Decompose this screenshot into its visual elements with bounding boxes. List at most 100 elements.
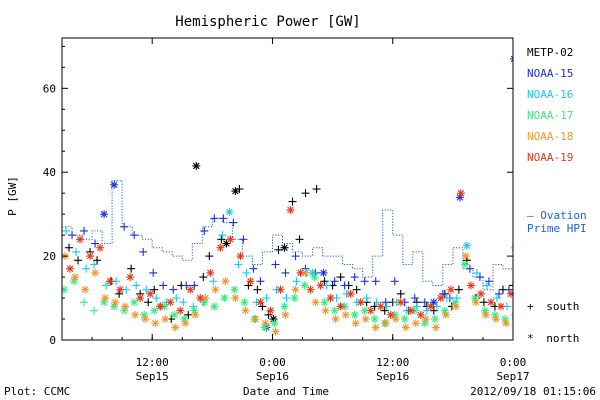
- south-marker: [72, 247, 81, 256]
- ovation-legend-line2: Prime HPI: [527, 222, 587, 235]
- south-marker: [90, 260, 99, 269]
- north-marker: [186, 285, 195, 294]
- north-marker: [196, 294, 205, 303]
- south-marker: [169, 285, 178, 294]
- series-metp-02: [65, 161, 513, 324]
- north-marker: [240, 298, 249, 307]
- north-marker: [71, 273, 80, 282]
- y-tick-label: 20: [43, 250, 56, 263]
- north-marker: [331, 315, 340, 324]
- south-marker: [209, 277, 218, 286]
- north-marker: [276, 285, 285, 294]
- north-marker: [346, 289, 355, 298]
- legend-entry-noaa-18: NOAA-18: [527, 130, 573, 143]
- north-marker: [206, 268, 215, 277]
- north-marker: [511, 311, 513, 319]
- south-marker: [320, 277, 329, 286]
- south-marker: [199, 273, 208, 282]
- south-marker: [142, 285, 151, 294]
- north-marker: [356, 298, 365, 307]
- north-marker: [81, 285, 90, 294]
- north-marker: [66, 264, 75, 273]
- north-marker: [496, 302, 505, 311]
- south-marker: [184, 310, 193, 319]
- y-axis: 0 20 40 60: [43, 45, 513, 347]
- north-marker: [462, 241, 471, 250]
- south-marker: [292, 277, 301, 286]
- south-marker: [281, 268, 290, 277]
- north-marker: [191, 310, 200, 319]
- x-axis: 12:00Sep150:00Sep1612:00Sep160:00Sep1712…: [61, 38, 530, 383]
- legend-entry-noaa-17: NOAA-17: [527, 109, 573, 122]
- south-marker: [396, 289, 405, 298]
- north-marker: [300, 281, 309, 290]
- south-marker: [420, 298, 429, 307]
- south-marker: [475, 273, 484, 282]
- south-marker: [152, 294, 161, 303]
- south-marker: [479, 298, 488, 307]
- x-tick-time: 0:00: [500, 356, 527, 369]
- south-marker: [336, 273, 345, 282]
- north-marker: [171, 323, 180, 332]
- north-marker: [476, 289, 485, 298]
- legend-entry-noaa-15: NOAA-15: [527, 67, 573, 80]
- south-marker: [454, 285, 463, 294]
- south-marker: [494, 289, 503, 298]
- north-marker: [591, 311, 599, 319]
- north-marker: [401, 323, 410, 332]
- series-noaa-18: [62, 252, 590, 336]
- north-marker: [210, 302, 219, 311]
- north-marker: [396, 298, 405, 307]
- north-marker: [471, 298, 480, 307]
- north-marker: [527, 273, 535, 281]
- north-marker: [510, 55, 513, 63]
- south-marker: [380, 306, 389, 315]
- north-marker: [506, 289, 513, 298]
- north-label: north: [546, 332, 579, 345]
- marker-legend-south: + south: [527, 300, 579, 313]
- x-tick-date: Sep15: [136, 370, 169, 383]
- y-axis-label: P [GW]: [6, 176, 19, 216]
- series-noaa-17: [62, 260, 599, 332]
- north-marker: [456, 189, 465, 198]
- north-marker: [391, 315, 400, 324]
- north-marker: [426, 302, 435, 311]
- south-marker: [593, 294, 600, 302]
- north-marker: [431, 323, 440, 332]
- north-marker: [537, 286, 545, 294]
- north-marker: [582, 323, 590, 331]
- south-marker: [182, 281, 191, 290]
- south-marker: [218, 231, 227, 240]
- north-marker: [311, 298, 320, 307]
- north-marker: [116, 285, 125, 294]
- south-marker: [509, 281, 513, 290]
- south-marker: [249, 264, 258, 273]
- north-marker: [571, 323, 579, 331]
- legend: METP-02 NOAA-15 NOAA-16 NOAA-17 NOAA-18 NOAA-…: [527, 46, 573, 164]
- north-marker: [491, 315, 500, 324]
- south-marker: [235, 185, 244, 193]
- north-marker: [236, 252, 245, 261]
- south-marker: [172, 294, 181, 303]
- south-marker: [360, 277, 369, 286]
- y-tick-label: 60: [43, 82, 56, 95]
- north-marker: [411, 319, 420, 328]
- north-marker: [291, 285, 300, 294]
- x-tick-time: 12:00: [136, 356, 169, 369]
- ovation-legend-line1: – Ovation: [527, 209, 587, 222]
- north-marker: [256, 298, 265, 307]
- south-marker: [312, 185, 321, 193]
- north-marker: [587, 298, 595, 306]
- ovation-hpi-line: [62, 180, 513, 291]
- south-marker: [291, 252, 300, 261]
- north-marker: [280, 243, 289, 252]
- north-marker: [552, 323, 560, 331]
- x-axis-label: Date and Time: [243, 385, 329, 398]
- north-marker: [350, 310, 359, 319]
- north-marker: [62, 285, 69, 294]
- north-marker: [101, 294, 110, 303]
- north-marker: [220, 294, 229, 303]
- north-marker: [451, 302, 460, 311]
- series-noaa-15: [68, 55, 513, 332]
- north-marker: [421, 315, 430, 324]
